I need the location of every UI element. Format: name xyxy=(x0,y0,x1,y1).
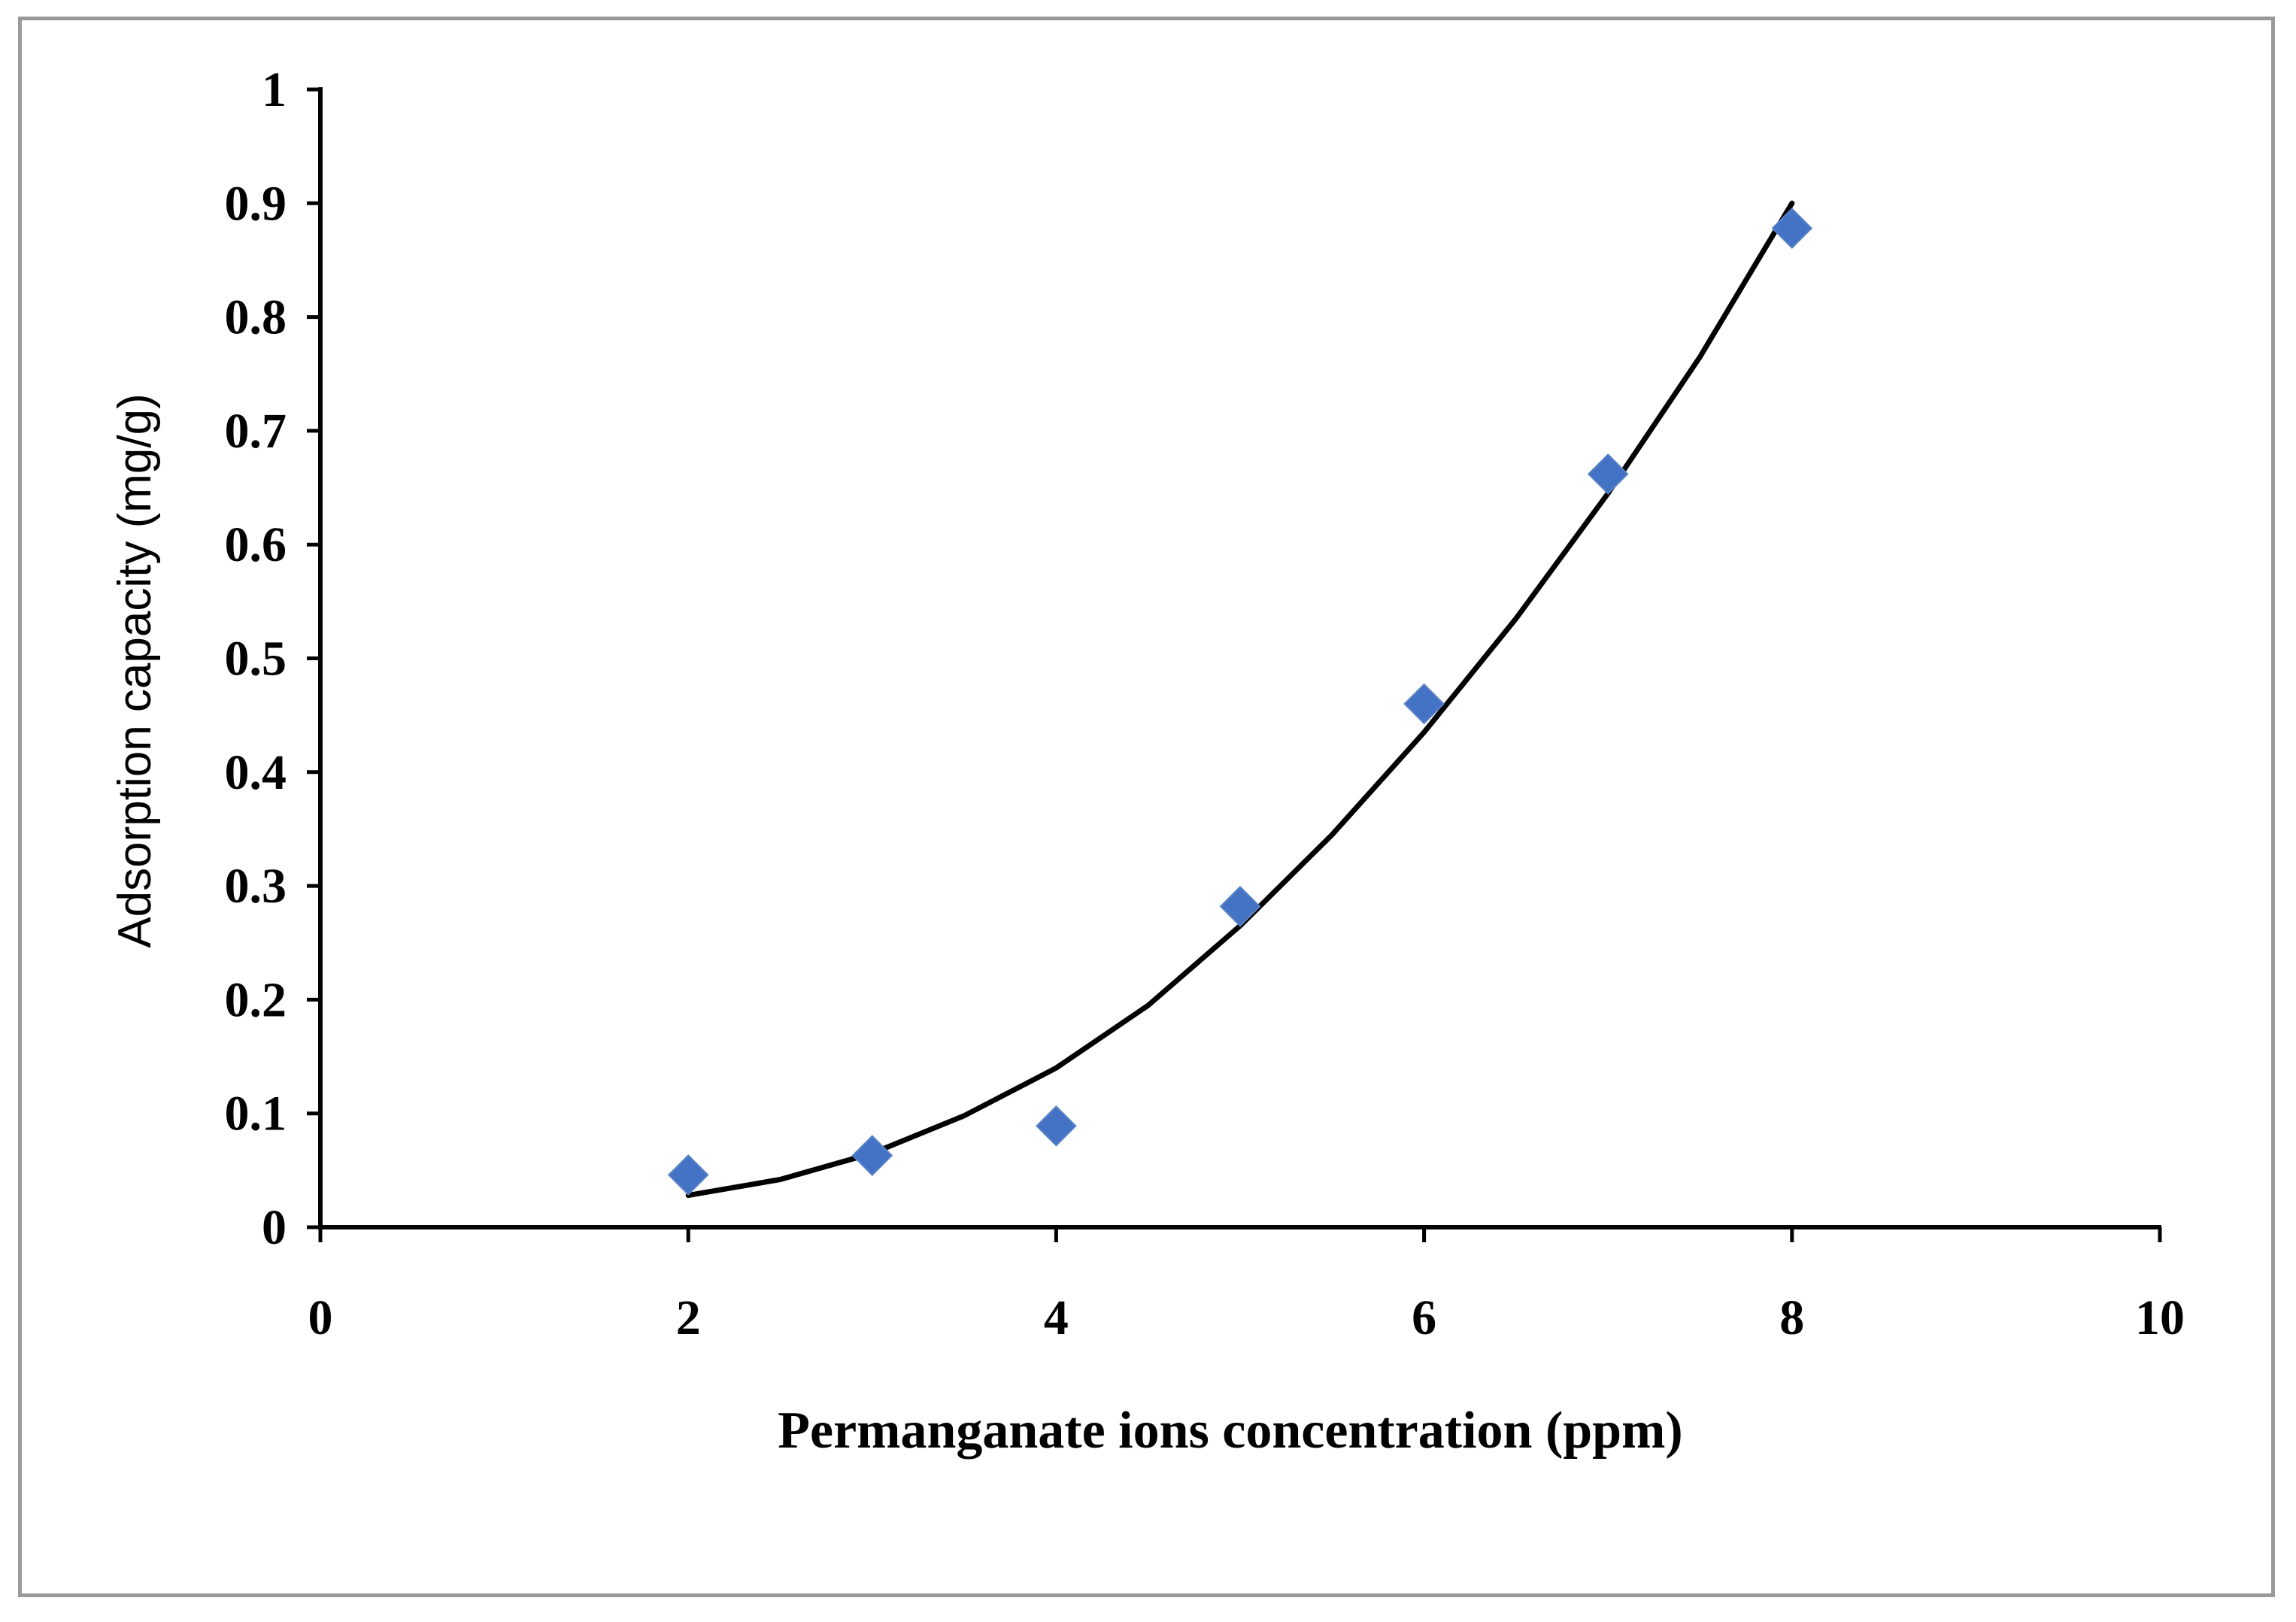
y-tick-label: 1 xyxy=(262,62,287,117)
data-point xyxy=(1587,453,1629,495)
y-tick-label: 0.5 xyxy=(225,632,287,687)
x-tick-label: 4 xyxy=(1044,1290,1069,1345)
x-tick-label: 10 xyxy=(2135,1290,2185,1345)
scatter-chart: 00.10.20.30.40.50.60.70.80.910 2 4 6 8 10 Per… xyxy=(109,62,2185,1460)
trendline xyxy=(685,200,1795,1199)
x-tick-label: 6 xyxy=(1412,1290,1436,1345)
data-point xyxy=(667,1154,709,1196)
y-tick-label: 0 xyxy=(262,1200,287,1255)
x-tick-label: 8 xyxy=(1779,1290,1804,1345)
y-tick-label: 0.9 xyxy=(225,176,287,231)
data-point xyxy=(1403,683,1445,725)
axis-labels: 00.10.20.30.40.50.60.70.80.910 2 4 6 8 10 xyxy=(225,62,2185,1345)
data-point xyxy=(1035,1105,1077,1147)
y-axis-title: Adsorption capacity (mg/g) xyxy=(109,393,161,947)
y-tick-label: 0.6 xyxy=(225,517,287,572)
y-tick-label: 0.2 xyxy=(225,972,287,1027)
data-point xyxy=(1771,208,1813,250)
y-tick-label: 0.1 xyxy=(225,1087,287,1141)
data-point xyxy=(1219,885,1261,927)
x-tick-label: 0 xyxy=(308,1290,333,1345)
data-points xyxy=(667,208,1813,1196)
y-tick-label: 0.3 xyxy=(225,859,287,914)
y-tick-label: 0.8 xyxy=(225,290,287,345)
trendline-group xyxy=(685,200,1795,1199)
x-axis-title: Permanganate ions concentration (ppm) xyxy=(778,1402,1683,1460)
axes xyxy=(307,87,2162,1242)
chart-frame: 0 0.1 0.2 0.3 0.4 0.5 0.6 0.7 0.8 0.9 1 0 2 4 6 8 10 Per… xyxy=(18,17,2275,1597)
data-point xyxy=(851,1135,893,1177)
y-tick-label: 0.7 xyxy=(225,404,287,459)
y-tick-label: 0.4 xyxy=(225,745,287,800)
x-tick-label: 2 xyxy=(676,1290,701,1345)
